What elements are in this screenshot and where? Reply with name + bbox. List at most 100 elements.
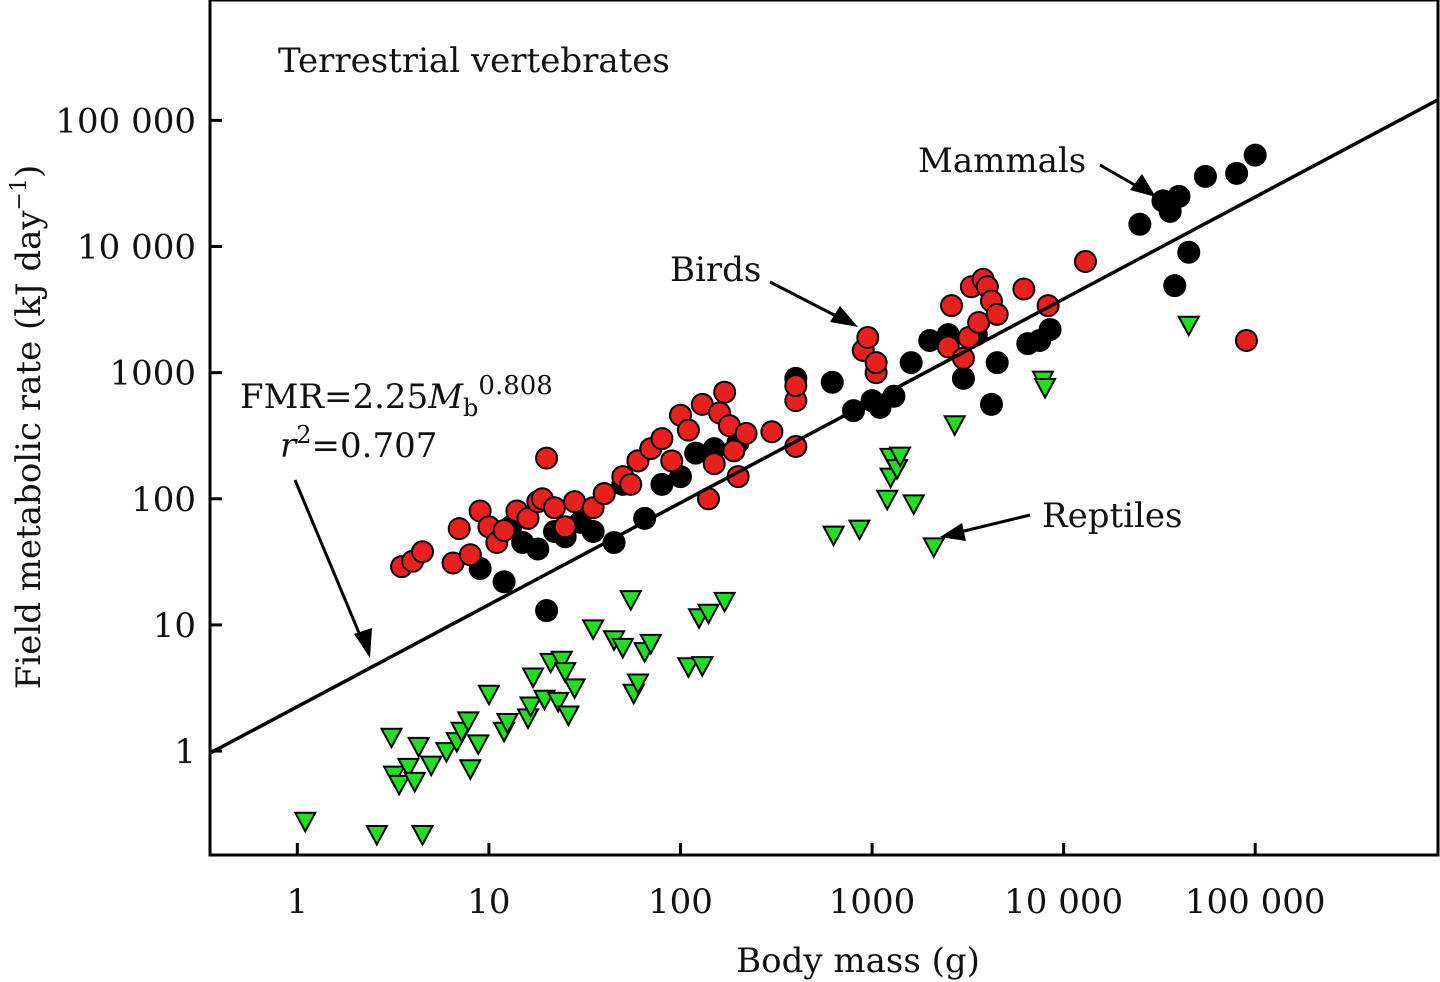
y-tick-label: 10 000 [77,228,196,268]
birds-point [936,335,960,359]
x-axis: 1 10 100 1000 10 000 100 000 [287,843,1326,922]
birds-point [784,374,808,398]
reptiles-point [466,734,490,757]
fit-equation-m: M [427,377,464,417]
mammals-arrowhead [1130,174,1156,197]
mammals-point [979,392,1003,416]
reptiles-point [546,691,570,714]
regression-line-group [210,98,1438,755]
mammals-point [899,351,923,375]
mammals-point [492,570,516,594]
reptiles-point [379,727,404,750]
mammals-point [684,441,708,465]
reptiles-point [821,525,846,548]
mammals-point [1167,184,1191,208]
birds-point [410,540,434,564]
reptiles-point [521,667,545,690]
birds-point [516,506,540,530]
mammals-point [1225,161,1249,185]
data-points [293,143,1267,847]
reptiles-point [619,590,643,612]
reptiles-point [562,678,587,700]
reptiles-point [556,705,581,728]
fit-equation-main: FMR=2.25 [240,377,428,417]
mammals-point [1177,240,1201,264]
birds-point [553,515,577,539]
y-axis: 1 10 100 1000 10 000 100 000 [55,101,222,772]
reptiles-point [626,673,650,696]
birds-point [676,418,700,442]
reptiles-point [456,711,480,734]
chart-title: Terrestrial vertebrates [278,41,670,81]
birds-point [447,517,471,541]
reptiles-point [690,656,714,678]
reptiles-point [888,446,912,469]
r2-sup: 2 [296,421,311,449]
reptiles-point [365,825,389,847]
birds-point [1073,250,1097,274]
reptiles-point [293,811,317,834]
y-tick-label: 1 [174,732,196,772]
x-tick-label: 1 [287,882,309,922]
mammals-point [1038,317,1062,341]
reptiles-point [550,650,574,673]
reptiles-point [581,619,605,641]
birds-point [458,543,482,567]
reptiles-arrowhead [940,523,966,541]
reptiles-point [407,736,431,759]
x-tick-label: 100 000 [1185,882,1326,922]
reptiles-point [477,684,501,707]
mammals-point [985,351,1009,375]
reptiles-point [495,713,520,735]
y-axis-title-tail: ) [9,165,49,178]
reptiles-point [676,657,701,679]
reptiles-point [387,774,411,797]
birds-point [864,351,888,375]
reptiles-point [902,494,926,516]
birds-point [940,294,964,318]
reptiles-point [403,771,427,794]
fit-label-arrow-line [293,479,364,641]
mammals-point [951,366,975,390]
reptiles-point [1177,315,1201,338]
reptiles-point [518,696,543,719]
birds-arrow-line [769,280,841,320]
reptiles-point [410,825,435,847]
y-axis-title-sup: −1 [7,178,32,210]
birds-point [592,482,616,506]
x-tick-label: 10 000 [1004,882,1123,922]
x-tick-label: 1000 [829,882,916,922]
mammals-point [820,370,844,394]
mammals-point [1128,212,1152,236]
x-axis-title: Body mass (g) [736,941,980,981]
y-tick-label: 1000 [109,354,196,394]
birds-point [734,421,758,445]
fit-equation-sub: b [463,394,478,422]
birds-point [492,519,516,543]
y-tick-label: 100 [131,480,196,520]
regression-line [210,98,1438,755]
mammals-point [1243,143,1267,167]
birds-point [543,496,567,520]
mammals-annotation: Mammals [918,141,1086,181]
reptiles-point [922,537,946,559]
birds-point [619,472,643,496]
mammals-arrow-line [1099,163,1141,190]
reptiles-point [434,742,459,764]
x-tick-label: 100 [648,882,713,922]
y-axis-title: Field metabolic rate (kJ day−1) [7,165,49,690]
reptiles-point [847,519,872,542]
reptiles-point [875,489,899,512]
reptiles-point [1033,377,1057,400]
reptiles-point [696,603,721,626]
birds-point [856,325,880,349]
birds-point [702,452,726,476]
mammals-point [535,599,559,623]
y-tick-label: 10 [153,606,196,646]
y-tick-label: 100 000 [55,101,196,141]
birds-point [1234,328,1258,352]
reptiles-point [396,757,421,780]
reptiles-point [639,633,663,656]
reptiles-point [458,759,483,781]
